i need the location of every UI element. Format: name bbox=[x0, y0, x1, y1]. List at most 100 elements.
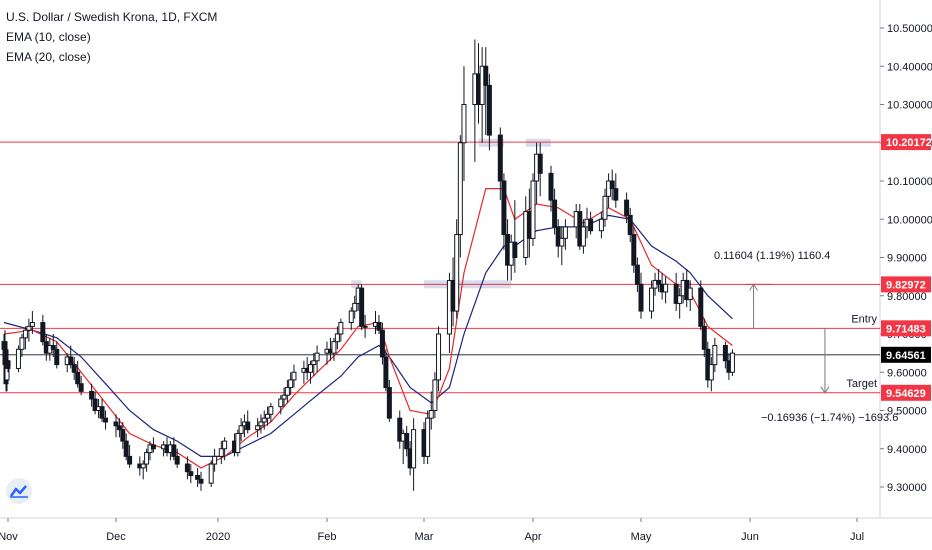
candle-body[interactable] bbox=[352, 302, 358, 312]
ema20-line[interactable] bbox=[3, 214, 733, 457]
candle-body[interactable] bbox=[26, 325, 32, 331]
candle-body[interactable] bbox=[265, 413, 271, 419]
candle-body[interactable] bbox=[663, 283, 669, 293]
candle-body[interactable] bbox=[602, 195, 608, 220]
candle-body[interactable] bbox=[198, 478, 204, 484]
ema10-legend[interactable]: EMA (10, close) bbox=[6, 30, 91, 44]
candle-body[interactable] bbox=[386, 387, 392, 419]
candle-body[interactable] bbox=[238, 425, 244, 434]
candle-body[interactable] bbox=[22, 329, 28, 339]
ema20-legend[interactable]: EMA (20, close) bbox=[6, 50, 91, 64]
current-price-badge[interactable] bbox=[881, 346, 931, 363]
candle-body[interactable] bbox=[208, 463, 214, 484]
candle-body[interactable] bbox=[50, 344, 56, 350]
candle-body[interactable] bbox=[120, 429, 126, 442]
candle-body[interactable] bbox=[656, 279, 662, 285]
candle-body[interactable] bbox=[729, 352, 735, 373]
candle-body[interactable] bbox=[548, 172, 554, 201]
candle-body[interactable] bbox=[457, 142, 463, 236]
candle-body[interactable] bbox=[188, 471, 194, 477]
candle-body[interactable] bbox=[195, 475, 201, 480]
candle-body[interactable] bbox=[537, 153, 543, 174]
candle-body[interactable] bbox=[383, 356, 389, 389]
candle-body[interactable] bbox=[698, 287, 704, 327]
candle-body[interactable] bbox=[512, 241, 518, 258]
candle-body[interactable] bbox=[397, 417, 403, 442]
candle-body[interactable] bbox=[483, 65, 489, 86]
candle-body[interactable] bbox=[184, 463, 190, 473]
candle-body[interactable] bbox=[348, 310, 354, 324]
candle-body[interactable] bbox=[92, 398, 98, 411]
candle-body[interactable] bbox=[708, 364, 714, 381]
candle-body[interactable] bbox=[311, 360, 317, 366]
candle-body[interactable] bbox=[291, 371, 297, 381]
candle-body[interactable] bbox=[712, 344, 718, 366]
candle-body[interactable] bbox=[140, 463, 146, 469]
candle-body[interactable] bbox=[116, 425, 122, 431]
candle-body[interactable] bbox=[334, 333, 340, 343]
candle-body[interactable] bbox=[562, 226, 568, 239]
candle-body[interactable] bbox=[278, 398, 284, 408]
candle-body[interactable] bbox=[559, 237, 565, 247]
candle-body[interactable] bbox=[235, 432, 241, 454]
candle-body[interactable] bbox=[54, 348, 60, 366]
candle-body[interactable] bbox=[428, 410, 434, 419]
candle-body[interactable] bbox=[497, 134, 503, 182]
candle-body[interactable] bbox=[722, 344, 728, 362]
candle-body[interactable] bbox=[127, 455, 133, 465]
level-price-badge[interactable] bbox=[881, 320, 931, 337]
candle-body[interactable] bbox=[501, 180, 507, 236]
candle-body[interactable] bbox=[123, 440, 129, 457]
candle-body[interactable] bbox=[613, 188, 619, 201]
candle-body[interactable] bbox=[673, 283, 679, 304]
candle-body[interactable] bbox=[255, 425, 261, 431]
symbol-title[interactable]: U.S. Dollar / Swedish Krona, 1D, FXCM bbox=[6, 10, 218, 24]
candle-body[interactable] bbox=[588, 218, 594, 232]
candle-body[interactable] bbox=[218, 448, 224, 457]
candle-body[interactable] bbox=[701, 325, 707, 350]
level-price-badge[interactable] bbox=[881, 134, 931, 151]
candle-body[interactable] bbox=[379, 329, 385, 358]
candle-body[interactable] bbox=[677, 295, 683, 304]
candle-body[interactable] bbox=[245, 421, 251, 431]
candle-body[interactable] bbox=[331, 341, 337, 354]
candle-body[interactable] bbox=[68, 356, 74, 366]
candle-body[interactable] bbox=[631, 234, 637, 266]
level-price-badge[interactable] bbox=[881, 384, 931, 401]
candle-body[interactable] bbox=[284, 387, 290, 396]
candle-body[interactable] bbox=[258, 421, 264, 427]
candle-body[interactable] bbox=[314, 352, 320, 362]
candle-body[interactable] bbox=[29, 322, 35, 327]
candle-body[interactable] bbox=[486, 84, 492, 136]
candle-body[interactable] bbox=[103, 417, 109, 423]
candle-body[interactable] bbox=[362, 325, 368, 328]
candle-body[interactable] bbox=[411, 429, 417, 469]
candle-body[interactable] bbox=[19, 337, 25, 350]
candle-body[interactable] bbox=[75, 371, 81, 385]
candle-body[interactable] bbox=[5, 360, 11, 369]
candle-body[interactable] bbox=[425, 417, 431, 457]
candle-body[interactable] bbox=[40, 322, 46, 343]
candle-body[interactable] bbox=[307, 364, 313, 373]
candle-body[interactable] bbox=[649, 287, 655, 312]
candle-body[interactable] bbox=[212, 455, 218, 465]
candle-body[interactable] bbox=[113, 421, 119, 427]
tradingview-logo-icon[interactable] bbox=[6, 478, 32, 504]
candle-body[interactable] bbox=[288, 379, 294, 389]
candle-body[interactable] bbox=[530, 180, 536, 239]
candle-body[interactable] bbox=[404, 432, 410, 450]
candle-body[interactable] bbox=[609, 180, 615, 190]
candle-body[interactable] bbox=[281, 394, 287, 400]
candle-body[interactable] bbox=[627, 214, 633, 236]
candle-body[interactable] bbox=[461, 104, 467, 144]
ema10-line[interactable] bbox=[3, 188, 733, 469]
candle-body[interactable] bbox=[222, 440, 228, 450]
candle-body[interactable] bbox=[174, 455, 180, 465]
candle-body[interactable] bbox=[78, 383, 84, 392]
candle-body[interactable] bbox=[71, 364, 77, 373]
candle-body[interactable] bbox=[580, 226, 586, 247]
candle-body[interactable] bbox=[171, 444, 177, 457]
candle-body[interactable] bbox=[99, 406, 105, 419]
candle-body[interactable] bbox=[15, 348, 21, 369]
